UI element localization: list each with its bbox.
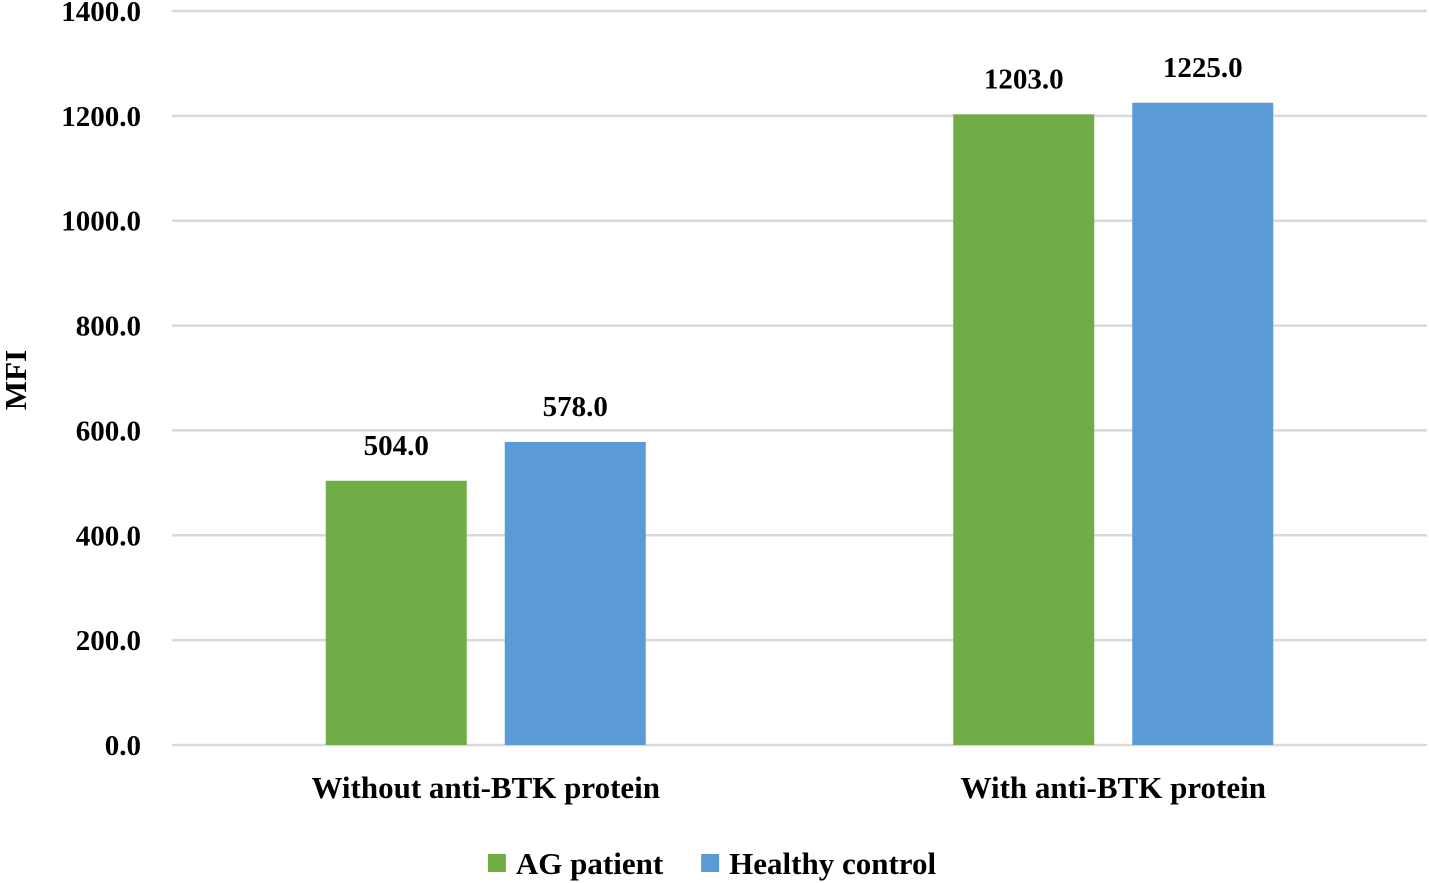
y-tick-label: 200.0 [76,625,141,657]
bar-healthy-control [504,441,646,745]
data-labels: 504.0 578.0 1203.0 1225.0 [364,52,1243,462]
y-tick-label: 800.0 [76,311,141,343]
legend-swatch [487,854,506,872]
bar-ag-patient [953,114,1095,745]
data-label: 504.0 [364,430,429,462]
y-tick-label: 1400.0 [61,0,141,28]
bar-ag-patient [325,480,467,745]
y-tick-label: 1000.0 [61,206,141,238]
y-tick-label: 1200.0 [61,101,141,133]
legend-item: AG patient [487,846,664,881]
x-category-label: Without anti-BTK protein [311,770,660,805]
legend-swatch [701,854,720,872]
y-tick-label: 400.0 [76,520,141,552]
data-label: 1225.0 [1163,52,1243,84]
y-axis-title: MFI [0,350,33,410]
legend-label: Healthy control [729,846,936,881]
bar-healthy-control [1132,102,1274,745]
legend-item: Healthy control [701,846,936,881]
y-axis-tick-labels: 0.0 200.0 400.0 600.0 800.0 1000.0 1200.0 1400.… [61,0,141,762]
x-axis-category-labels: Without anti-BTK protein With anti-BTK pr… [311,770,1266,805]
legend: AG patient Healthy control [487,846,936,881]
data-label: 578.0 [543,391,608,423]
x-category-label: With anti-BTK protein [961,770,1266,805]
legend-label: AG patient [516,846,664,881]
data-label: 1203.0 [984,63,1064,95]
bars [325,102,1274,745]
y-tick-label: 0.0 [105,730,141,762]
y-tick-label: 600.0 [76,415,141,447]
